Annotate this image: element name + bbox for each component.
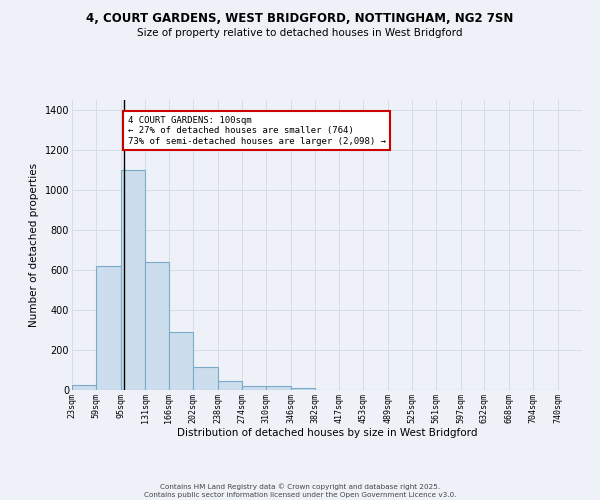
Bar (218, 381, 242, 390)
Bar (291, 388, 315, 390)
Bar (145, 262, 169, 390)
Bar (72, 385, 97, 390)
Text: 4, COURT GARDENS, WEST BRIDGFORD, NOTTINGHAM, NG2 7SN: 4, COURT GARDENS, WEST BRIDGFORD, NOTTIN… (86, 12, 514, 26)
Bar (266, 386, 291, 390)
Text: Size of property relative to detached houses in West Bridgford: Size of property relative to detached ho… (137, 28, 463, 38)
Bar (193, 367, 218, 390)
Text: 4 COURT GARDENS: 100sqm
← 27% of detached houses are smaller (764)
73% of semi-d: 4 COURT GARDENS: 100sqm ← 27% of detache… (128, 116, 386, 146)
X-axis label: Distribution of detached houses by size in West Bridgford: Distribution of detached houses by size … (177, 428, 477, 438)
Bar (121, 170, 145, 390)
Bar (169, 332, 193, 390)
Y-axis label: Number of detached properties: Number of detached properties (29, 163, 39, 327)
Bar (242, 386, 266, 390)
Bar (97, 266, 121, 390)
Text: Contains HM Land Registry data © Crown copyright and database right 2025.
Contai: Contains HM Land Registry data © Crown c… (144, 484, 456, 498)
